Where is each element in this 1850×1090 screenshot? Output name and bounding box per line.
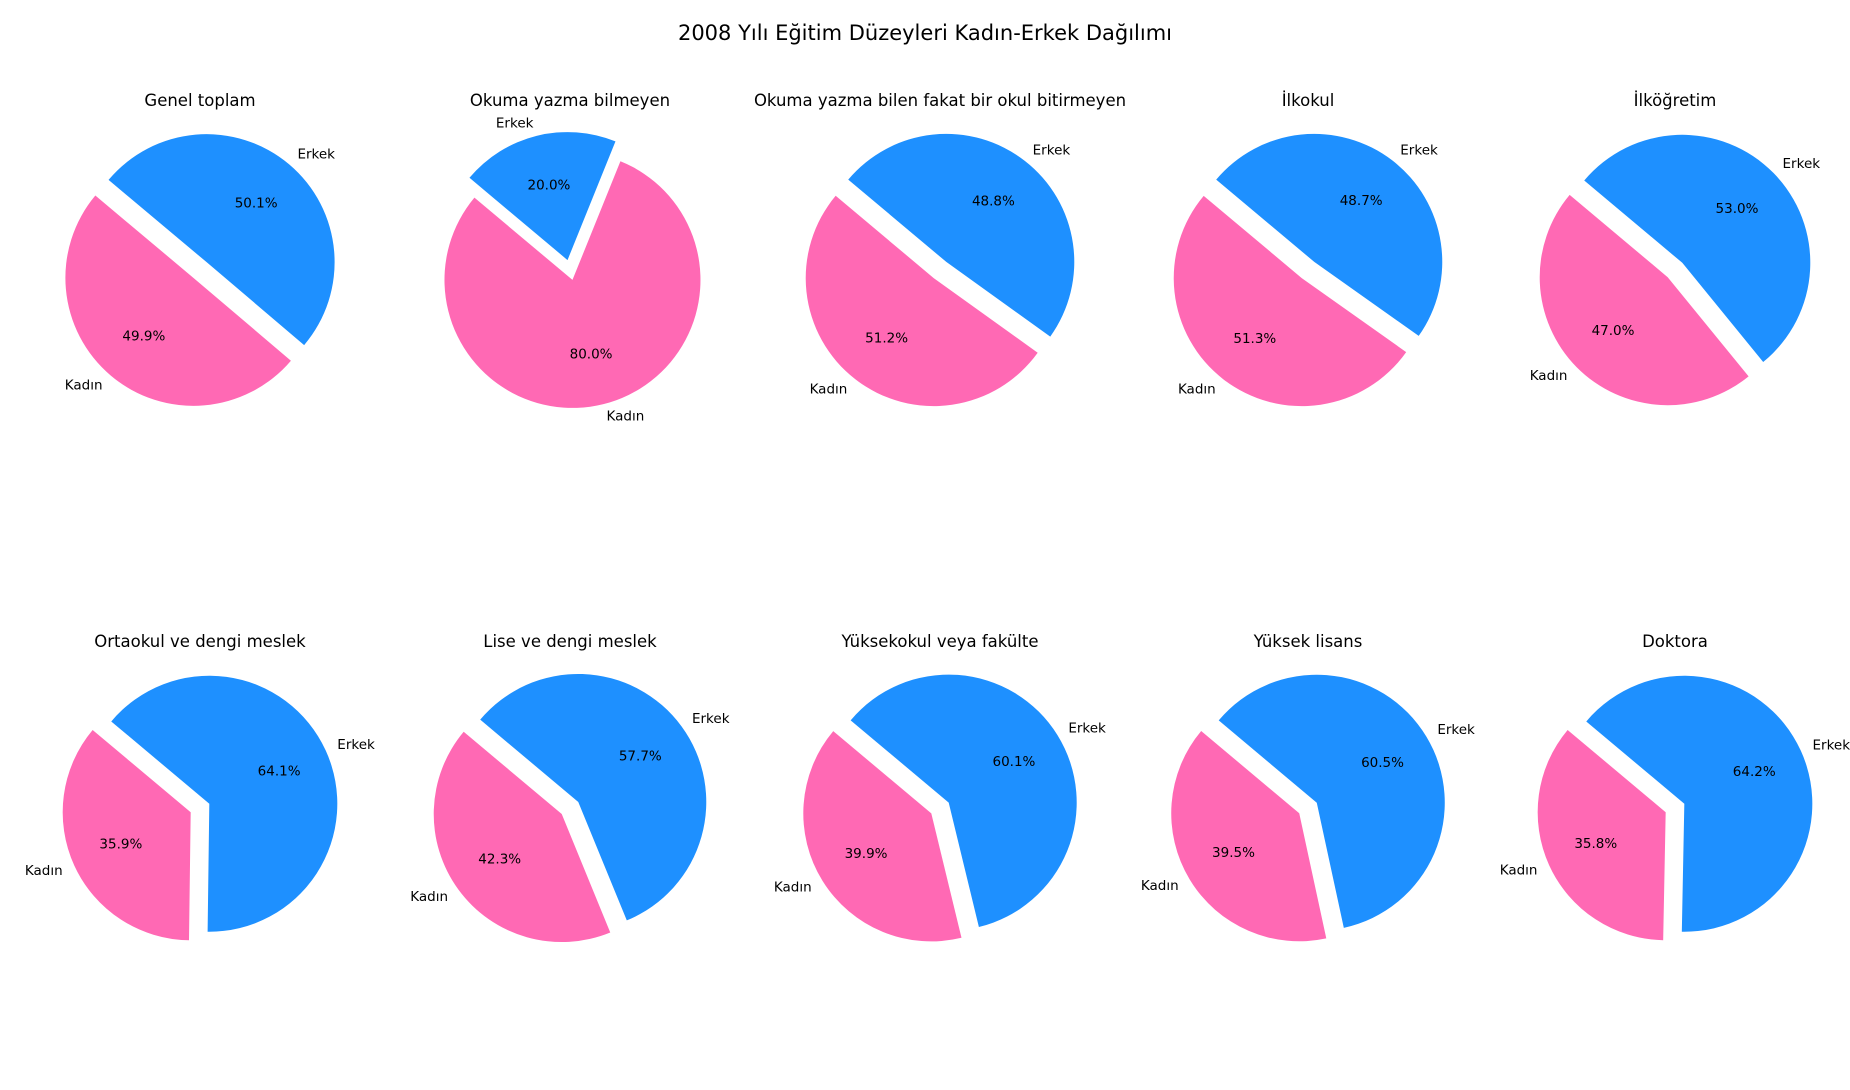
pie-title: Lise ve dengi meslek <box>483 632 657 651</box>
slice-label-erkek: Erkek <box>1068 720 1106 736</box>
pie-slice-kadin <box>65 195 291 406</box>
pie-slice-kadin <box>1173 195 1407 407</box>
pie-panel-yuksekokul-veya-fakulte: Yüksekokul veya fakülte Kadın 39.9% Erkek 60… <box>774 632 1106 942</box>
slice-label-erkek: Erkek <box>1033 143 1071 159</box>
pie-panel-i-lkogretim: İlköğretim Kadın 47.0% Erkek 53.0% <box>1530 91 1821 406</box>
pct-label-erkek: 53.0% <box>1716 201 1759 217</box>
pie-slice-kadin <box>1537 729 1666 941</box>
pct-label-kadin: 51.2% <box>865 331 908 347</box>
slice-label-kadin: Kadın <box>1178 382 1216 398</box>
pct-label-erkek: 48.8% <box>972 193 1015 209</box>
slice-label-kadin: Kadın <box>607 409 645 425</box>
pct-label-kadin: 51.3% <box>1233 331 1276 347</box>
slice-label-erkek: Erkek <box>1813 738 1850 754</box>
pie-title: Doktora <box>1642 632 1708 651</box>
slice-label-erkek: Erkek <box>1437 722 1475 738</box>
pie-slice-erkek <box>1216 133 1443 336</box>
pie-title: Yüksek lisans <box>1253 632 1363 651</box>
pie-title: Okuma yazma bilmeyen <box>470 91 670 110</box>
pie-slice-erkek <box>480 673 707 921</box>
pct-label-erkek: 50.1% <box>235 195 278 211</box>
pie-slice-kadin <box>1539 194 1749 406</box>
pie-panel-lise-ve-dengi-meslek: Lise ve dengi meslek Kadın 42.3% Erkek 57.7% <box>410 632 730 943</box>
pie-slice-kadin <box>62 729 191 941</box>
pie-panel-yuksek-lisans: Yüksek lisans Kadın 39.5% Erkek 60.5% <box>1141 632 1475 942</box>
pie-slice-erkek <box>108 134 335 346</box>
pct-label-erkek: 60.5% <box>1361 755 1404 771</box>
slice-label-erkek: Erkek <box>297 147 335 163</box>
pie-slice-erkek <box>848 133 1075 337</box>
pie-slice-erkek <box>1218 674 1445 928</box>
slice-label-erkek: Erkek <box>496 115 534 131</box>
slice-label-kadin: Kadın <box>410 889 448 905</box>
pie-slice-erkek <box>850 674 1077 927</box>
pie-panel-genel-toplam: Genel toplam Kadın 49.9% Erkek 50.1% <box>65 91 335 406</box>
pct-label-kadin: 35.9% <box>99 836 142 852</box>
pie-panel-ortaokul-ve-dengi-meslek: Ortaokul ve dengi meslek Kadın 35.9% Erkek 6… <box>25 632 375 941</box>
pie-title: Ortaokul ve dengi meslek <box>94 632 306 651</box>
pie-slice-erkek <box>111 675 338 932</box>
slice-label-erkek: Erkek <box>1400 142 1438 158</box>
pie-slice-erkek <box>1584 134 1811 363</box>
pie-slice-erkek <box>1586 675 1813 932</box>
slice-label-erkek: Erkek <box>1783 156 1821 172</box>
pct-label-kadin: 39.5% <box>1212 845 1255 861</box>
slice-label-kadin: Kadın <box>1141 878 1179 894</box>
pie-slice-kadin <box>444 161 701 408</box>
pie-slice-kadin <box>433 731 611 943</box>
pie-panels: Genel toplam Kadın 49.9% Erkek 50.1% Okuma ya… <box>25 91 1850 943</box>
pie-panel-i-lkokul: İlkokul Kadın 51.3% Erkek 48.7% <box>1173 91 1443 407</box>
pie-panel-okuma-yazma-bilmeyen: Okuma yazma bilmeyen Kadın 80.0% Erkek 20.0% <box>444 91 701 425</box>
pct-label-erkek: 64.2% <box>1733 764 1776 780</box>
pie-slice-kadin <box>1171 731 1327 942</box>
pie-panel-doktora: Doktora Kadın 35.8% Erkek 64.2% <box>1500 632 1850 941</box>
pct-label-erkek: 20.0% <box>527 178 570 194</box>
pie-title: İlkokul <box>1282 91 1335 110</box>
pct-label-erkek: 60.1% <box>993 754 1036 770</box>
pct-label-kadin: 42.3% <box>478 851 521 867</box>
pie-title: İlköğretim <box>1634 91 1717 110</box>
slice-label-kadin: Kadın <box>1530 368 1568 384</box>
slice-label-kadin: Kadın <box>65 377 103 393</box>
pct-label-kadin: 80.0% <box>570 346 613 362</box>
pct-label-kadin: 49.9% <box>122 329 165 345</box>
pie-title: Yüksekokul veya fakülte <box>840 632 1038 651</box>
pct-label-erkek: 48.7% <box>1340 193 1383 209</box>
slice-label-erkek: Erkek <box>692 711 730 727</box>
pct-label-kadin: 39.9% <box>845 846 888 862</box>
slice-label-kadin: Kadın <box>25 863 63 879</box>
slice-label-kadin: Kadın <box>774 880 812 896</box>
pie-slice-kadin <box>803 731 962 942</box>
slice-label-erkek: Erkek <box>337 737 375 753</box>
pie-slice-kadin <box>805 195 1038 407</box>
pie-title: Okuma yazma bilen fakat bir okul bitirme… <box>754 91 1126 110</box>
pct-label-kadin: 47.0% <box>1592 323 1635 339</box>
pie-slice-erkek <box>469 132 616 261</box>
pie-panel-okuma-yazma-bilen-fakat-bir-okul-bitirmeyen: Okuma yazma bilen fakat bir okul bitirme… <box>754 91 1126 407</box>
pct-label-kadin: 35.8% <box>1574 836 1617 852</box>
figure-title: 2008 Yılı Eğitim Düzeyleri Kadın-Erkek D… <box>678 21 1172 45</box>
pie-title: Genel toplam <box>144 91 255 110</box>
slice-label-kadin: Kadın <box>810 381 848 397</box>
pct-label-erkek: 57.7% <box>619 749 662 765</box>
pct-label-erkek: 64.1% <box>258 764 301 780</box>
slice-label-kadin: Kadın <box>1500 862 1538 878</box>
